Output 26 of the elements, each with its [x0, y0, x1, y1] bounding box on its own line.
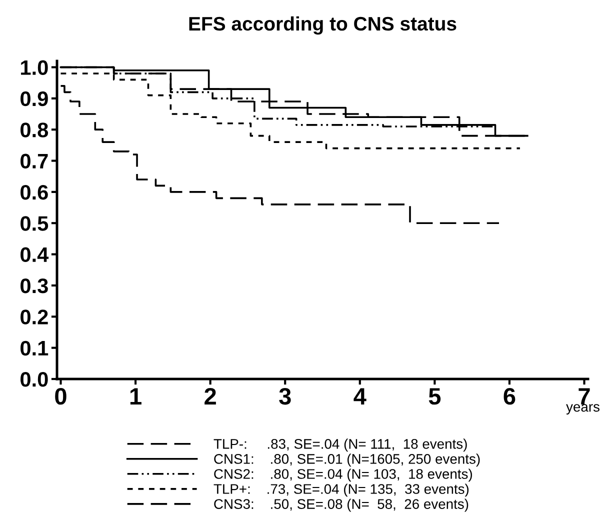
chart-title: EFS according to CNS status [189, 16, 456, 35]
y-tick-label: 0.2 [20, 310, 48, 324]
legend-label: TLP+: .73, SE=.04 (N= 135, 33 events) [214, 484, 469, 497]
y-tick-label: 0.7 [20, 154, 48, 169]
legend-label: CNS2: .80, SE=.04 (N= 103, 18 events) [214, 468, 472, 482]
y-tick-label: 0.1 [20, 340, 48, 356]
y-tick-label: 0.8 [20, 122, 48, 138]
y-tick-label: 0.4 [20, 247, 49, 262]
y-tick-label: 0.5 [20, 216, 48, 231]
y-tick-label: 0.9 [20, 91, 48, 106]
y-tick-label: 0.3 [20, 278, 48, 294]
x-tick-label: 3 [279, 388, 291, 405]
y-tick-label: 0.0 [20, 372, 48, 387]
legend-label: CNS3: .50, SE=.08 (N= 58, 26 events) [214, 498, 468, 512]
x-tick-label: 5 [428, 388, 441, 405]
y-tick-label: 1.0 [21, 60, 48, 75]
x-tick-label: 4 [354, 388, 366, 404]
x-tick-label: 6 [504, 388, 516, 405]
x-tick-label: 0 [55, 388, 66, 405]
x-tick-label: 2 [204, 388, 216, 404]
y-tick-label: 0.6 [20, 184, 48, 200]
x-axis-title: years [566, 404, 600, 414]
x-tick-label: 1 [130, 388, 142, 404]
x-tick-label: 7 [578, 388, 590, 404]
legend-label: CNS1: .80, SE=.01 (N=1605, 250 events) [214, 454, 480, 467]
legend-label: TLP-: .83, SE=.04 (N= 111, 18 events) [214, 438, 467, 452]
